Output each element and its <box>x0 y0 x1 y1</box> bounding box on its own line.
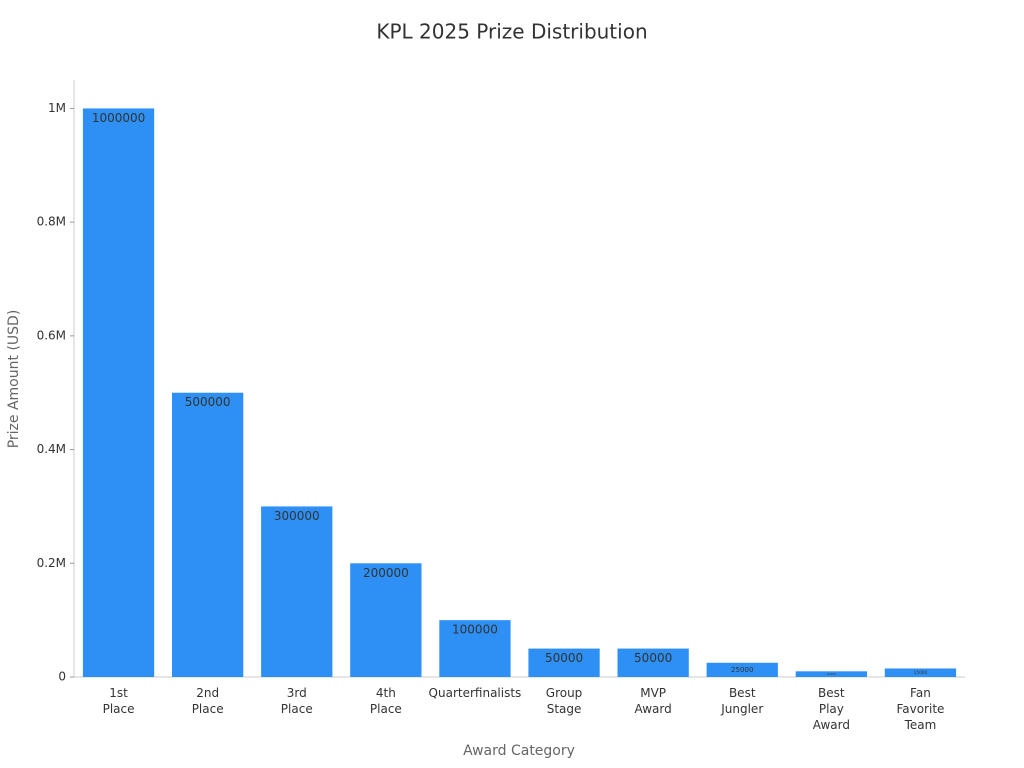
value-label: 50000 <box>545 651 583 665</box>
x-tick-label: 2nd Place <box>191 686 224 716</box>
x-tick-label: 4th Place <box>369 686 402 716</box>
value-label: 10000 <box>827 672 837 676</box>
bar <box>528 648 600 677</box>
value-label: 1000000 <box>92 111 145 125</box>
x-tick-label: Best Jungler <box>721 686 764 716</box>
bar <box>884 668 957 677</box>
bar <box>617 648 689 677</box>
x-tick-label: Group Stage <box>545 686 583 716</box>
value-label: 15000 <box>914 670 928 676</box>
y-tick-label: 1M <box>48 101 66 115</box>
bar <box>439 620 511 677</box>
bar <box>795 671 867 677</box>
chart-title: KPL 2025 Prize Distribution <box>376 20 647 44</box>
value-label: 100000 <box>452 623 498 637</box>
y-axis-title: Prize Amount (USD) <box>6 310 22 449</box>
bar <box>706 662 778 677</box>
x-tick-label: 1st Place <box>102 686 135 716</box>
value-label: 50000 <box>634 651 672 665</box>
value-label: 500000 <box>185 395 231 409</box>
bar <box>82 108 155 677</box>
x-tick-label: MVP Award <box>634 686 672 716</box>
y-tick-label: 0.8M <box>37 215 66 229</box>
bar <box>261 506 333 677</box>
bar <box>350 563 422 677</box>
y-tick-label: 0.6M <box>37 328 66 342</box>
x-tick-label: Fan Favorite Team <box>896 686 945 732</box>
value-label: 300000 <box>274 509 320 523</box>
x-tick-label: 3rd Place <box>280 686 313 716</box>
x-axis-title: Award Category <box>463 743 575 759</box>
bar <box>172 392 244 677</box>
y-tick-label: 0.2M <box>37 556 66 570</box>
x-tick-label: Best Play Award <box>812 686 850 732</box>
value-label: 25000 <box>731 665 754 674</box>
value-label: 200000 <box>363 566 409 580</box>
y-tick-label: 0.4M <box>37 442 66 456</box>
x-tick-label: Quarterfinalists <box>428 686 522 700</box>
y-tick-label: 0 <box>58 670 66 684</box>
